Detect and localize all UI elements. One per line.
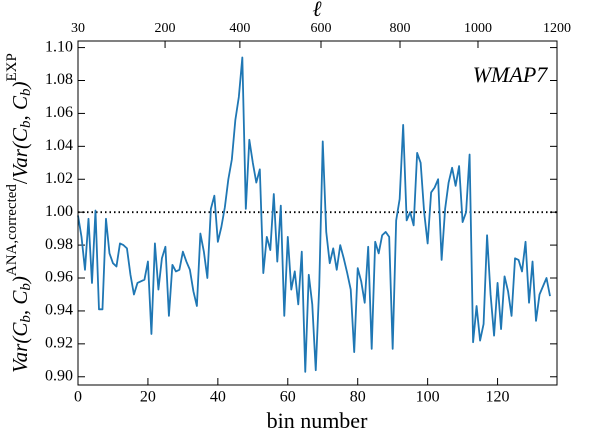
x-tick-label: 40 [210, 389, 226, 406]
y-tick-label: 1.06 [45, 104, 73, 121]
x2-tick-label: 1000 [464, 21, 492, 36]
x2-tick-label: 200 [155, 21, 176, 36]
y-tick-label: 1.00 [45, 203, 73, 220]
x2-tick-label: 1200 [543, 21, 571, 36]
y-tick-label: 1.10 [45, 38, 73, 55]
y-axis-label-part: Var(C [8, 127, 32, 178]
y-tick-label: 1.04 [45, 137, 73, 154]
y-tick-label: 0.90 [45, 367, 73, 384]
y-axis-label-part: b [18, 88, 34, 96]
y-axis-label-part: , C [8, 95, 32, 121]
y-axis-label-part: , C [8, 290, 32, 316]
y-tick-label: 0.96 [45, 269, 73, 286]
y-tick-label: 0.98 [45, 236, 73, 253]
data-line [77, 56, 551, 373]
x-tick-label: 60 [280, 389, 296, 406]
y-tick-label: 1.02 [45, 170, 73, 187]
y-axis-label: Var(Cb, Cb)ANA,corrected/Var(Cb, Cb)EXP [4, 53, 34, 373]
y-axis-label-part: b [18, 283, 34, 291]
x2-tick-label: 30 [71, 21, 85, 36]
y-axis-label-part: / [8, 178, 32, 184]
x-tick-label: 120 [486, 389, 510, 406]
x2-tick-label: 600 [310, 21, 331, 36]
x-axis-label: bin number [267, 408, 368, 433]
y-axis-label-part: b [18, 120, 34, 128]
x2-tick-label: 800 [390, 21, 411, 36]
y-tick-label: 0.92 [45, 335, 73, 352]
annotation: WMAP7 [473, 62, 549, 87]
y-axis-label-part: EXP [4, 53, 20, 81]
y-axis-label-part: ANA,corrected [4, 184, 20, 277]
plot-frame [77, 40, 558, 386]
x-tick-label: 100 [416, 389, 440, 406]
y-axis-label-part: Var(C [8, 322, 32, 373]
x-tick-label: 80 [350, 389, 366, 406]
x-tick-label: 20 [140, 389, 156, 406]
y-axis-label-part: ) [8, 82, 32, 90]
y-tick-label: 0.94 [45, 302, 73, 319]
x-tick-label: 0 [74, 389, 82, 406]
x2-axis-label: ℓ [312, 0, 322, 21]
x2-tick-label: 400 [229, 21, 250, 36]
y-axis-label-part: ) [8, 276, 32, 284]
y-axis-label-part: b [18, 315, 34, 323]
y-tick-label: 1.08 [45, 71, 73, 88]
